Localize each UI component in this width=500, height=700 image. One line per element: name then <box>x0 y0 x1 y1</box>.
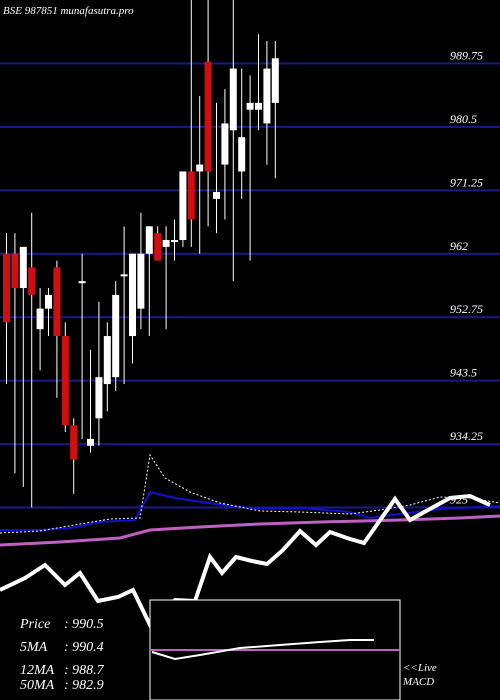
candle-down <box>53 267 61 337</box>
chart-title: BSE 987851 munafasutra.pro <box>3 5 134 17</box>
candle-up <box>112 294 120 378</box>
candle-down <box>3 253 10 323</box>
macd-area <box>0 493 491 700</box>
candle-up <box>36 308 44 330</box>
candle-up <box>171 240 178 243</box>
stat-value-5ma: : 990.4 <box>64 640 104 655</box>
candle-up <box>87 438 94 446</box>
y-tick-label: 971.25 <box>450 175 483 189</box>
y-tick-label: 952.75 <box>450 302 483 316</box>
y-tick-label: 980.5 <box>450 112 477 126</box>
candle-up <box>162 240 170 247</box>
y-tick-label: 934.25 <box>450 429 483 443</box>
candle-up <box>137 253 145 309</box>
candle-up <box>196 164 204 172</box>
candle-down <box>11 253 19 289</box>
y-tick-label: 962 <box>450 239 468 253</box>
candle-up <box>246 102 254 110</box>
candle-up <box>179 171 187 241</box>
candle-up <box>221 123 229 165</box>
y-tick-label: 989.75 <box>450 48 483 62</box>
candle-down <box>204 61 212 172</box>
stat-label-50ma: 50MA <box>20 678 55 693</box>
ma-fast-line <box>0 490 500 531</box>
candle-up <box>229 68 237 131</box>
candle-up <box>45 294 52 309</box>
macd-label-line-1: <<Live <box>403 662 437 674</box>
candle-up <box>78 281 86 284</box>
candles <box>3 0 279 508</box>
candle-up <box>271 58 279 103</box>
candle-up <box>103 336 111 385</box>
candle-up <box>238 137 246 172</box>
stat-label-12ma: 12MA <box>20 663 55 678</box>
stat-label-price: Price <box>19 617 50 632</box>
moving-average-lines <box>0 453 500 547</box>
macd-histogram-line <box>0 493 491 629</box>
ma-slow-line <box>0 514 500 547</box>
candle-down <box>70 425 78 460</box>
stat-value-50ma: : 982.9 <box>64 678 104 693</box>
macd-line <box>151 639 374 661</box>
candle-up <box>95 377 103 419</box>
candle-up <box>145 226 153 254</box>
candle-down <box>187 171 195 220</box>
candle-up <box>255 102 262 110</box>
ma-dotted-line <box>0 453 500 534</box>
macd-label: <<Live MACD <box>402 662 440 688</box>
macd-label-line-2: MACD <box>402 676 434 688</box>
candle-down <box>154 233 162 261</box>
candle-up <box>120 274 128 277</box>
stat-value-price: : 990.5 <box>64 617 104 632</box>
candle-up <box>129 253 136 337</box>
candle-down <box>28 267 36 295</box>
candle-up <box>19 246 27 289</box>
stat-value-12ma: : 988.7 <box>64 663 105 678</box>
candle-up <box>213 192 220 199</box>
candle-up <box>263 68 271 124</box>
stat-label-5ma: 5MA <box>20 640 48 655</box>
y-tick-label: 943.5 <box>450 366 477 380</box>
candle-down <box>61 336 69 426</box>
